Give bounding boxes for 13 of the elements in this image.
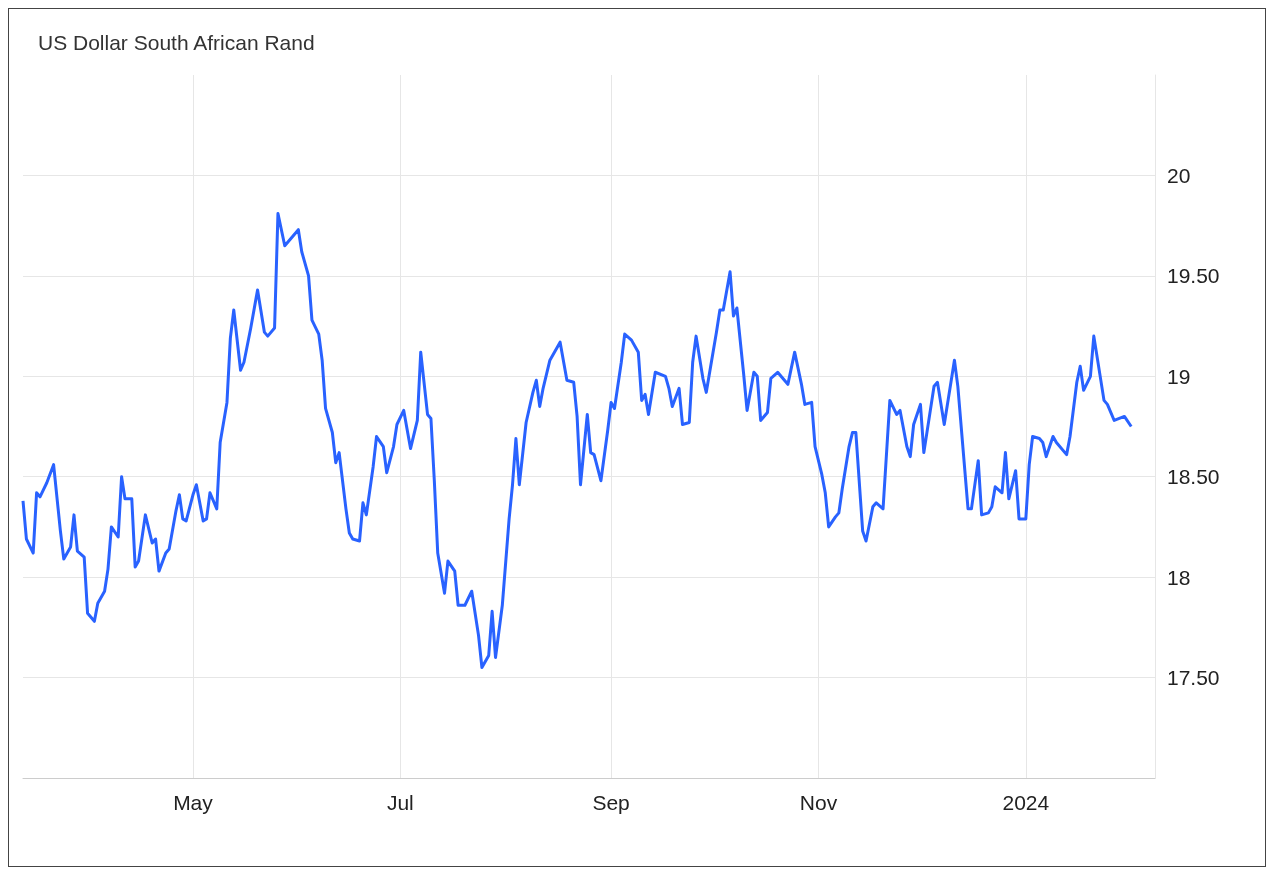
x-tick-label: Sep <box>592 791 630 814</box>
y-tick-label: 20 <box>1167 163 1191 187</box>
chart-title: US Dollar South African Rand <box>38 31 315 54</box>
x-tick-label: Jul <box>386 791 414 814</box>
y-tick-label: 17.50 <box>1167 666 1220 690</box>
y-tick-label: 19 <box>1167 364 1191 388</box>
x-tick-label: 2024 <box>1002 791 1050 814</box>
y-tick-label: 18 <box>1167 565 1191 589</box>
y-tick-label: 18.50 <box>1167 465 1220 489</box>
x-tick-label: May <box>173 791 214 814</box>
x-tick-label: Nov <box>799 791 838 814</box>
y-tick-label: 19.50 <box>1167 264 1220 288</box>
line-series <box>21 212 1133 670</box>
